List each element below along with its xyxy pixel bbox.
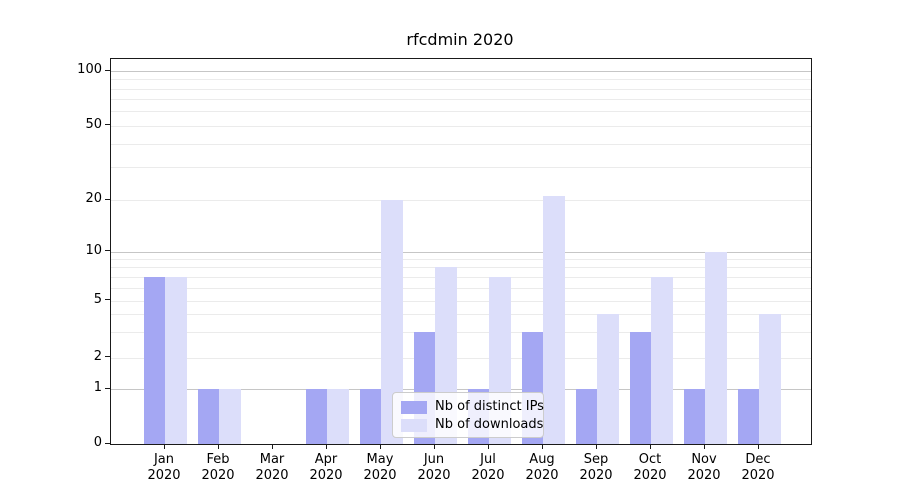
gridline-minor <box>111 167 811 169</box>
y-tick-mark <box>105 124 110 125</box>
bar-distinct-ips-may <box>359 389 381 444</box>
legend-item-downloads: Nb of downloads <box>401 416 543 434</box>
x-tick-mark <box>650 444 651 449</box>
x-tick-label-sep: Sep 2020 <box>579 452 613 483</box>
legend-swatch-downloads <box>401 418 427 432</box>
y-tick-label: 10 <box>85 242 102 258</box>
bar-distinct-ips-oct <box>629 332 651 444</box>
x-tick-mark <box>272 444 273 449</box>
x-tick-mark <box>326 444 327 449</box>
bar-distinct-ips-apr <box>305 389 327 444</box>
y-tick-label: 0 <box>93 435 102 450</box>
x-tick-label-feb: Feb 2020 <box>201 452 235 483</box>
x-tick-label-dec: Dec 2020 <box>741 452 775 483</box>
chart-title: rfcdmin 2020 <box>406 30 514 49</box>
gridline-minor <box>111 200 811 201</box>
y-tick-label: 5 <box>93 291 102 307</box>
bar-distinct-ips-dec <box>737 389 759 444</box>
plot-area <box>110 58 812 445</box>
x-tick-mark <box>758 444 759 449</box>
gridline-minor <box>111 314 811 316</box>
x-tick-mark <box>218 444 219 449</box>
x-tick-mark <box>434 444 435 449</box>
x-tick-label-jul: Jul 2020 <box>471 452 505 483</box>
bar-downloads-nov <box>705 251 727 444</box>
legend-swatch-distinct-ips <box>401 400 427 414</box>
y-tick-mark <box>105 250 110 252</box>
y-tick-label: 20 <box>85 191 102 206</box>
gridline-minor <box>111 79 811 81</box>
gridline-major <box>111 389 811 390</box>
x-tick-label-jun: Jun 2020 <box>417 452 451 483</box>
gridline-minor <box>111 99 811 101</box>
y-tick-mark <box>105 299 110 300</box>
bar-distinct-ips-jan <box>143 276 165 444</box>
y-tick-mark <box>105 69 110 71</box>
y-tick-label: 50 <box>85 116 102 132</box>
gridline-minor <box>111 300 811 302</box>
x-tick-mark <box>488 444 489 449</box>
x-tick-label-oct: Oct 2020 <box>633 452 667 483</box>
gridline-major <box>111 251 811 253</box>
bar-downloads-oct <box>651 276 673 444</box>
gridline-minor <box>111 125 811 127</box>
legend-label-distinct-ips: Nb of distinct IPs <box>435 399 544 414</box>
bar-downloads-feb <box>219 389 241 444</box>
bar-downloads-apr <box>327 389 349 444</box>
y-tick-label: 1 <box>93 380 102 395</box>
y-tick-mark <box>105 387 110 389</box>
x-tick-label-apr: Apr 2020 <box>309 452 343 483</box>
y-tick-mark <box>105 356 110 357</box>
y-tick-mark <box>105 198 110 200</box>
x-tick-mark <box>704 444 705 449</box>
bar-downloads-dec <box>759 314 781 444</box>
x-tick-mark <box>380 444 381 449</box>
gridline-minor <box>111 111 811 113</box>
x-tick-mark <box>164 444 165 449</box>
legend-item-distinct-ips: Nb of distinct IPs <box>401 398 544 416</box>
x-tick-label-aug: Aug 2020 <box>525 452 559 483</box>
bar-downloads-may <box>381 200 403 444</box>
bar-downloads-aug <box>543 196 565 444</box>
gridline-minor <box>111 143 811 145</box>
x-tick-label-may: May 2020 <box>363 452 397 483</box>
x-tick-label-mar: Mar 2020 <box>255 452 289 483</box>
bar-downloads-jan <box>165 276 187 444</box>
y-tick-label: 100 <box>77 62 102 77</box>
bar-downloads-sep <box>597 314 619 444</box>
gridline-minor <box>111 276 811 278</box>
x-tick-label-nov: Nov 2020 <box>687 452 721 483</box>
bar-distinct-ips-nov <box>683 389 705 444</box>
gridline-minor <box>111 332 811 334</box>
y-tick-label: 2 <box>93 348 102 364</box>
x-tick-mark <box>542 444 543 449</box>
y-tick-mark <box>105 442 110 444</box>
gridline-minor <box>111 88 811 90</box>
gridline-minor <box>111 287 811 289</box>
legend: Nb of distinct IPs Nb of downloads <box>392 392 544 438</box>
gridline-minor <box>111 259 811 261</box>
gridline-minor <box>111 357 811 359</box>
gridline-major <box>111 71 811 72</box>
bar-distinct-ips-feb <box>197 389 219 444</box>
x-tick-mark <box>596 444 597 449</box>
x-tick-label-jan: Jan 2020 <box>147 452 181 483</box>
legend-label-downloads: Nb of downloads <box>435 417 544 432</box>
bar-distinct-ips-sep <box>575 389 597 444</box>
gridline-minor <box>111 267 811 269</box>
